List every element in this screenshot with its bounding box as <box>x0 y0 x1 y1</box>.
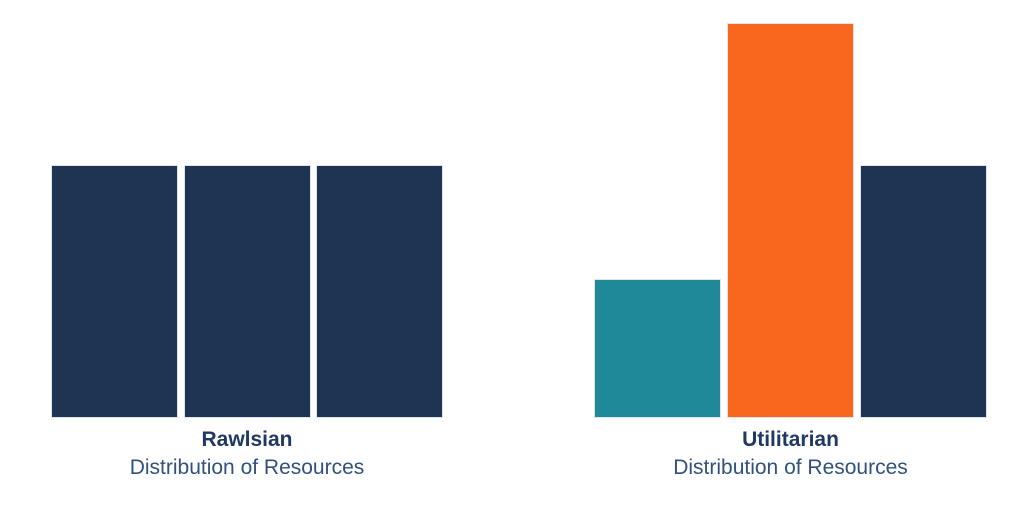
rawlsian-chart-subtitle: Distribution of Resources <box>129 456 365 479</box>
utilitarian-chart-subtitle: Distribution of Resources <box>673 456 908 479</box>
bar <box>183 165 311 418</box>
bar <box>51 165 178 418</box>
rawlsian-chart-panel: Rawlsian Distribution of Resources <box>51 23 443 479</box>
utilitarian-chart-panel: Utilitarian Distribution of Resources <box>594 23 987 479</box>
bar <box>727 23 854 418</box>
utilitarian-bar-plot <box>594 23 987 418</box>
rawlsian-chart-title: Rawlsian <box>201 428 293 451</box>
bar <box>860 165 987 418</box>
utilitarian-chart-title: Utilitarian <box>742 428 839 451</box>
rawlsian-caption: Rawlsian Distribution of Resources <box>51 425 443 482</box>
rawlsian-bar-plot <box>51 23 443 418</box>
utilitarian-caption: Utilitarian Distribution of Resources <box>594 425 987 482</box>
bar <box>594 279 721 418</box>
bar <box>316 165 443 418</box>
